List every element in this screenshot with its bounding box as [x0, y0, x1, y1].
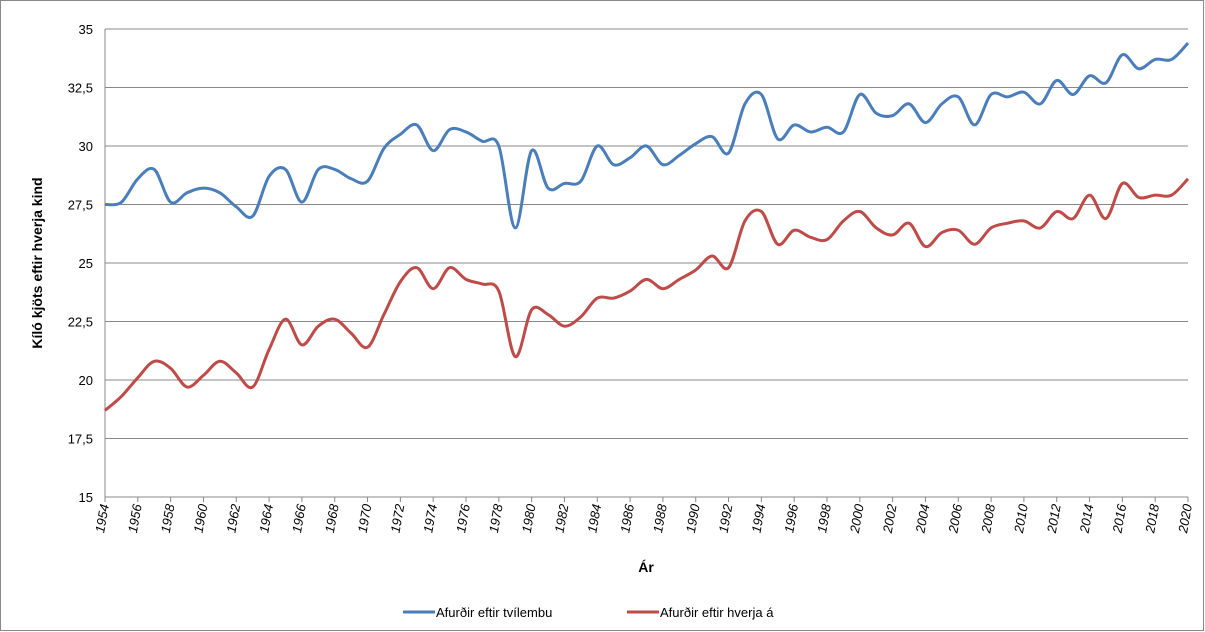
x-tick-label: 2004	[912, 503, 932, 535]
x-tick-label: 2002	[880, 502, 900, 535]
x-tick-label: 1988	[650, 502, 670, 534]
y-tick-label: 25	[79, 256, 93, 271]
y-tick-label: 27,5	[68, 198, 93, 213]
x-tick-label: 1974	[420, 503, 440, 534]
series-line	[104, 177, 1190, 412]
y-tick-label: 17,5	[68, 432, 93, 447]
x-tick-label: 2010	[1011, 502, 1031, 535]
x-tick-label: 1956	[125, 502, 145, 534]
x-axis-label: Ár	[638, 559, 654, 575]
x-tick-label: 1996	[781, 502, 801, 534]
x-tick-label: 1992	[716, 502, 736, 534]
x-tick-label: 1970	[355, 502, 375, 534]
x-tick-label: 2006	[945, 502, 965, 535]
x-tick-label: 2018	[1142, 502, 1162, 535]
x-tick-label: 1966	[289, 502, 309, 534]
x-tick-label: 1964	[256, 503, 276, 534]
x-tick-label: 2014	[1077, 503, 1097, 535]
x-tick-label: 2016	[1109, 502, 1129, 535]
x-tick-label: 1990	[683, 502, 703, 534]
y-tick-label: 32,5	[68, 81, 93, 96]
x-tick-label: 1962	[223, 502, 243, 534]
y-tick-label: 30	[79, 139, 93, 154]
legend-label: Afurðir eftir hverja á	[660, 605, 774, 620]
y-tick-label: 20	[79, 373, 93, 388]
x-tick-label: 1980	[519, 502, 539, 534]
x-tick-label: 1960	[191, 502, 211, 534]
x-tick-label: 1984	[584, 503, 604, 534]
y-tick-label: 15	[79, 490, 93, 505]
y-tick-label: 35	[79, 22, 93, 37]
x-tick-label: 1976	[453, 502, 473, 534]
x-tick-label: 2020	[1175, 502, 1195, 535]
x-tick-label: 1982	[552, 502, 572, 534]
legend-label: Afurðir eftir tvílembu	[436, 605, 552, 620]
x-tick-label: 1972	[388, 502, 408, 534]
x-tick-label: 1954	[92, 503, 112, 534]
x-tick-label: 1998	[814, 502, 834, 534]
x-tick-label: 1968	[322, 502, 342, 534]
x-tick-label: 2012	[1044, 502, 1064, 535]
x-tick-label: 1978	[486, 502, 506, 534]
y-axis-label: Kíló kjöts eftir hverja kind	[29, 177, 45, 348]
x-tick-label: 2008	[978, 502, 998, 535]
y-tick-label: 22,5	[68, 315, 93, 330]
x-tick-label: 1994	[749, 503, 769, 534]
x-tick-label: 1986	[617, 502, 637, 534]
series-line	[104, 41, 1190, 230]
x-tick-label: 2000	[847, 502, 867, 535]
x-tick-label: 1958	[158, 502, 178, 534]
